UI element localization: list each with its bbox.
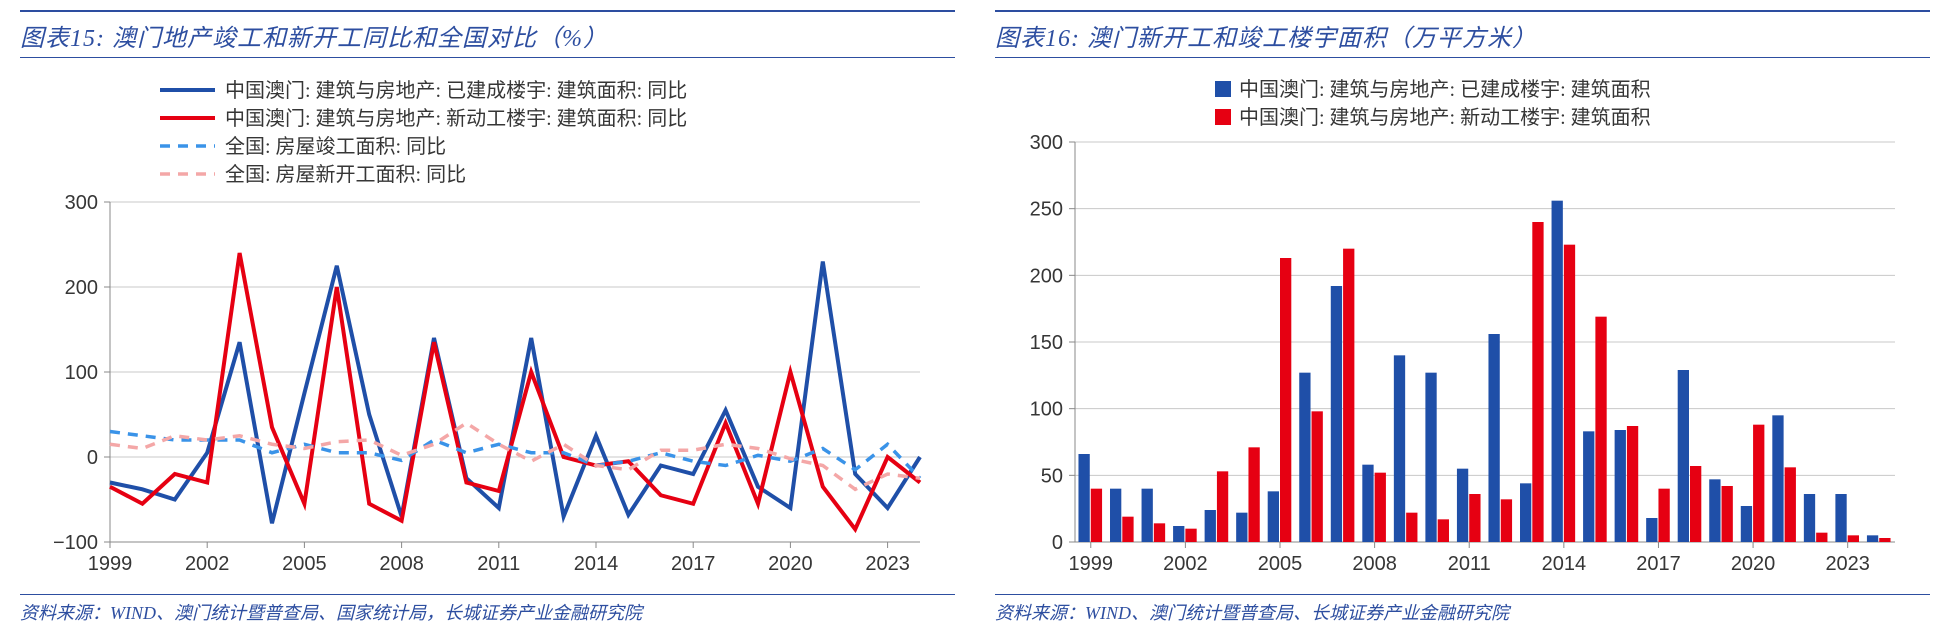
svg-text:2005: 2005 — [1258, 553, 1303, 575]
svg-text:300: 300 — [1030, 132, 1063, 154]
left-chart-panel: 图表15: 澳门地产竣工和新开工同比和全国对比（%） 中国澳门: 建筑与房地产:… — [20, 10, 955, 625]
svg-text:200: 200 — [1030, 265, 1063, 287]
svg-text:200: 200 — [65, 277, 98, 299]
right-chart-holder: 中国澳门: 建筑与房地产: 已建成楼宇: 建筑面积中国澳门: 建筑与房地产: 新… — [995, 58, 1930, 595]
svg-text:0: 0 — [87, 447, 98, 469]
svg-text:2020: 2020 — [1731, 553, 1776, 575]
svg-text:中国澳门: 建筑与房地产: 新动工楼宇: 建筑面积: 同比: 中国澳门: 建筑与房地产: 新动工楼宇: 建筑面积: 同比 — [225, 107, 687, 130]
left-chart-source: 资料来源：WIND、澳门统计暨普查局、国家统计局，长城证券产业金融研究院 — [20, 595, 955, 625]
svg-text:100: 100 — [65, 362, 98, 384]
left-chart-title: 图表15: 澳门地产竣工和新开工同比和全国对比（%） — [20, 10, 955, 58]
svg-text:2017: 2017 — [671, 553, 716, 575]
svg-text:300: 300 — [65, 192, 98, 214]
svg-text:中国澳门: 建筑与房地产: 已建成楼宇: 建筑面积: 中国澳门: 建筑与房地产: 已建成楼宇: 建筑面积 — [1239, 78, 1651, 101]
svg-text:2008: 2008 — [1352, 553, 1397, 575]
svg-text:150: 150 — [1030, 332, 1063, 354]
svg-text:2020: 2020 — [768, 553, 813, 575]
right-chart-panel: 图表16: 澳门新开工和竣工楼宇面积（万平方米） 中国澳门: 建筑与房地产: 已… — [995, 10, 1930, 625]
svg-text:2023: 2023 — [865, 553, 910, 575]
svg-text:2008: 2008 — [379, 553, 424, 575]
left-line-chart: 中国澳门: 建筑与房地产: 已建成楼宇: 建筑面积: 同比中国澳门: 建筑与房地… — [20, 62, 940, 592]
svg-text:2002: 2002 — [1163, 553, 1208, 575]
right-bar-chart: 中国澳门: 建筑与房地产: 已建成楼宇: 建筑面积中国澳门: 建筑与房地产: 新… — [995, 62, 1915, 592]
svg-text:中国澳门: 建筑与房地产: 新动工楼宇: 建筑面积: 中国澳门: 建筑与房地产: 新动工楼宇: 建筑面积 — [1239, 106, 1651, 129]
svg-text:全国: 房屋新开工面积: 同比: 全国: 房屋新开工面积: 同比 — [225, 163, 466, 186]
right-chart-title: 图表16: 澳门新开工和竣工楼宇面积（万平方米） — [995, 10, 1930, 58]
svg-text:2017: 2017 — [1636, 553, 1681, 575]
svg-text:全国: 房屋竣工面积: 同比: 全国: 房屋竣工面积: 同比 — [225, 135, 446, 158]
right-chart-source: 资料来源：WIND、澳门统计暨普查局、长城证券产业金融研究院 — [995, 595, 1930, 625]
svg-text:1999: 1999 — [88, 553, 133, 575]
svg-text:中国澳门: 建筑与房地产: 已建成楼宇: 建筑面积: 同比: 中国澳门: 建筑与房地产: 已建成楼宇: 建筑面积: 同比 — [225, 79, 687, 102]
svg-text:2011: 2011 — [1448, 553, 1491, 575]
svg-text:50: 50 — [1041, 465, 1063, 487]
svg-text:100: 100 — [1030, 399, 1063, 421]
svg-text:0: 0 — [1052, 532, 1063, 554]
svg-text:2005: 2005 — [282, 553, 327, 575]
svg-text:2014: 2014 — [1542, 553, 1587, 575]
svg-text:1999: 1999 — [1069, 553, 1114, 575]
svg-text:2002: 2002 — [185, 553, 230, 575]
svg-text:2023: 2023 — [1825, 553, 1870, 575]
svg-text:2014: 2014 — [574, 553, 619, 575]
svg-text:250: 250 — [1030, 199, 1063, 221]
left-chart-holder: 中国澳门: 建筑与房地产: 已建成楼宇: 建筑面积: 同比中国澳门: 建筑与房地… — [20, 58, 955, 595]
svg-text:−100: −100 — [53, 532, 98, 554]
svg-text:2011: 2011 — [477, 553, 520, 575]
